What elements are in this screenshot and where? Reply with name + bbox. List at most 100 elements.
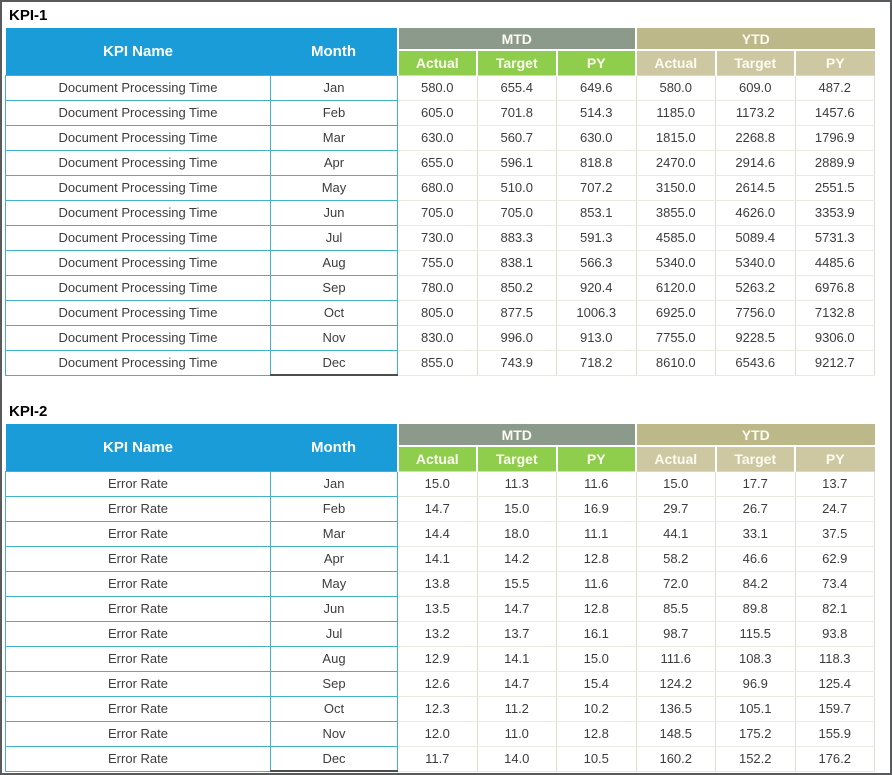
ytd-target-cell[interactable]: 17.7 <box>715 471 796 497</box>
kpi-name-cell[interactable]: Document Processing Time <box>5 174 271 201</box>
ytd-target-cell[interactable]: 4626.0 <box>715 200 796 226</box>
month-cell[interactable]: Nov <box>270 720 398 747</box>
mtd-actual-cell[interactable]: 13.5 <box>397 596 478 622</box>
mtd-target-cell[interactable]: 15.0 <box>477 496 557 522</box>
ytd-actual-cell[interactable]: 44.1 <box>636 521 716 547</box>
month-cell[interactable]: Apr <box>270 149 398 176</box>
kpi-name-cell[interactable]: Document Processing Time <box>5 324 271 351</box>
mtd-target-cell[interactable]: 743.9 <box>477 350 557 376</box>
month-cell[interactable]: Sep <box>270 670 398 697</box>
mtd-target-cell[interactable]: 11.2 <box>477 696 557 722</box>
mtd-py-cell[interactable]: 15.4 <box>556 671 637 697</box>
ytd-py-cell[interactable]: 1457.6 <box>795 100 875 126</box>
mtd-py-cell[interactable]: 1006.3 <box>556 300 637 326</box>
mtd-actual-cell[interactable]: 630.0 <box>397 125 478 151</box>
kpi-name-cell[interactable]: Error Rate <box>5 720 271 747</box>
ytd-py-cell[interactable]: 82.1 <box>795 596 875 622</box>
ytd-actual-header[interactable]: Actual <box>635 50 716 76</box>
mtd-group-header[interactable]: MTD <box>396 28 636 51</box>
ytd-actual-cell[interactable]: 111.6 <box>636 646 716 672</box>
mtd-actual-cell[interactable]: 655.0 <box>397 150 478 176</box>
kpi-name-header[interactable]: KPI Name <box>5 424 271 471</box>
ytd-target-cell[interactable]: 5089.4 <box>715 225 796 251</box>
ytd-py-cell[interactable]: 2551.5 <box>795 175 875 201</box>
ytd-py-cell[interactable]: 2889.9 <box>795 150 875 176</box>
ytd-actual-header[interactable]: Actual <box>635 446 716 472</box>
ytd-actual-cell[interactable]: 98.7 <box>636 621 716 647</box>
mtd-actual-cell[interactable]: 11.7 <box>397 746 478 772</box>
mtd-actual-cell[interactable]: 705.0 <box>397 200 478 226</box>
mtd-target-cell[interactable]: 655.4 <box>477 75 557 101</box>
month-cell[interactable]: Mar <box>270 520 398 547</box>
kpi-name-cell[interactable]: Document Processing Time <box>5 249 271 276</box>
ytd-target-cell[interactable]: 26.7 <box>715 496 796 522</box>
month-cell[interactable]: Jun <box>270 595 398 622</box>
mtd-py-header[interactable]: PY <box>555 446 636 472</box>
mtd-target-cell[interactable]: 996.0 <box>477 325 557 351</box>
month-cell[interactable]: Dec <box>270 349 398 376</box>
mtd-actual-cell[interactable]: 680.0 <box>397 175 478 201</box>
ytd-actual-cell[interactable]: 8610.0 <box>636 350 716 376</box>
ytd-target-cell[interactable]: 84.2 <box>715 571 796 597</box>
mtd-target-cell[interactable]: 11.3 <box>477 471 557 497</box>
mtd-group-header[interactable]: MTD <box>396 424 636 447</box>
kpi-name-header[interactable]: KPI Name <box>5 28 271 75</box>
ytd-py-cell[interactable]: 5731.3 <box>795 225 875 251</box>
mtd-py-cell[interactable]: 853.1 <box>556 200 637 226</box>
ytd-target-cell[interactable]: 609.0 <box>715 75 796 101</box>
mtd-py-cell[interactable]: 566.3 <box>556 250 637 276</box>
ytd-target-cell[interactable]: 152.2 <box>715 746 796 772</box>
ytd-actual-cell[interactable]: 4585.0 <box>636 225 716 251</box>
ytd-py-cell[interactable]: 93.8 <box>795 621 875 647</box>
mtd-actual-cell[interactable]: 830.0 <box>397 325 478 351</box>
month-header[interactable]: Month <box>270 28 398 75</box>
mtd-py-cell[interactable]: 514.3 <box>556 100 637 126</box>
kpi-name-cell[interactable]: Document Processing Time <box>5 124 271 151</box>
month-cell[interactable]: Dec <box>270 745 398 772</box>
mtd-py-cell[interactable]: 12.8 <box>556 721 637 747</box>
month-cell[interactable]: Aug <box>270 249 398 276</box>
ytd-group-header[interactable]: YTD <box>635 28 875 51</box>
month-cell[interactable]: Aug <box>270 645 398 672</box>
ytd-target-cell[interactable]: 2614.5 <box>715 175 796 201</box>
month-cell[interactable]: Jan <box>270 74 398 101</box>
mtd-py-cell[interactable]: 707.2 <box>556 175 637 201</box>
mtd-actual-cell[interactable]: 855.0 <box>397 350 478 376</box>
mtd-py-cell[interactable]: 15.0 <box>556 646 637 672</box>
kpi-name-cell[interactable]: Error Rate <box>5 670 271 697</box>
kpi-name-cell[interactable]: Document Processing Time <box>5 199 271 226</box>
ytd-actual-cell[interactable]: 5340.0 <box>636 250 716 276</box>
ytd-py-cell[interactable]: 155.9 <box>795 721 875 747</box>
ytd-actual-cell[interactable]: 580.0 <box>636 75 716 101</box>
mtd-target-cell[interactable]: 14.1 <box>477 646 557 672</box>
month-cell[interactable]: Oct <box>270 695 398 722</box>
ytd-py-header[interactable]: PY <box>794 446 875 472</box>
ytd-actual-cell[interactable]: 3150.0 <box>636 175 716 201</box>
ytd-py-cell[interactable]: 487.2 <box>795 75 875 101</box>
ytd-py-cell[interactable]: 24.7 <box>795 496 875 522</box>
ytd-py-cell[interactable]: 73.4 <box>795 571 875 597</box>
ytd-actual-cell[interactable]: 160.2 <box>636 746 716 772</box>
mtd-py-cell[interactable]: 649.6 <box>556 75 637 101</box>
month-cell[interactable]: Nov <box>270 324 398 351</box>
ytd-actual-cell[interactable]: 148.5 <box>636 721 716 747</box>
kpi-name-cell[interactable]: Document Processing Time <box>5 349 271 376</box>
ytd-target-cell[interactable]: 2268.8 <box>715 125 796 151</box>
ytd-py-cell[interactable]: 6976.8 <box>795 275 875 301</box>
ytd-actual-cell[interactable]: 2470.0 <box>636 150 716 176</box>
mtd-actual-cell[interactable]: 13.8 <box>397 571 478 597</box>
ytd-actual-cell[interactable]: 58.2 <box>636 546 716 572</box>
month-cell[interactable]: Jul <box>270 224 398 251</box>
kpi-name-cell[interactable]: Document Processing Time <box>5 224 271 251</box>
mtd-target-header[interactable]: Target <box>476 50 557 76</box>
month-header[interactable]: Month <box>270 424 398 471</box>
month-cell[interactable]: Feb <box>270 495 398 522</box>
mtd-actual-cell[interactable]: 755.0 <box>397 250 478 276</box>
ytd-actual-cell[interactable]: 15.0 <box>636 471 716 497</box>
ytd-target-cell[interactable]: 2914.6 <box>715 150 796 176</box>
mtd-py-cell[interactable]: 11.6 <box>556 571 637 597</box>
month-cell[interactable]: Apr <box>270 545 398 572</box>
mtd-target-cell[interactable]: 883.3 <box>477 225 557 251</box>
mtd-actual-cell[interactable]: 14.1 <box>397 546 478 572</box>
mtd-actual-cell[interactable]: 12.6 <box>397 671 478 697</box>
